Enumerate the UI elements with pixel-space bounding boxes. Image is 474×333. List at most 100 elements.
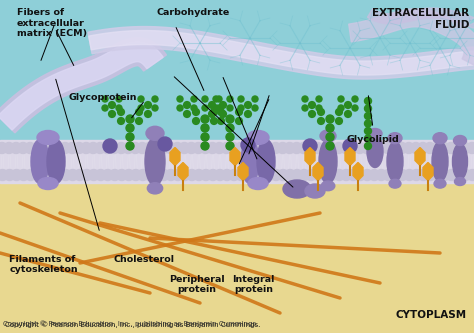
Circle shape [201,142,209,150]
Circle shape [241,138,255,152]
Circle shape [18,169,29,180]
Circle shape [309,102,315,109]
Circle shape [316,105,322,111]
Circle shape [316,96,322,102]
Circle shape [338,96,344,102]
Circle shape [200,143,211,154]
Circle shape [210,109,218,116]
Circle shape [345,102,351,109]
Circle shape [227,96,233,102]
Circle shape [326,143,337,154]
Circle shape [216,105,222,111]
Text: Peripheral
protein: Peripheral protein [169,275,225,294]
Circle shape [326,124,334,132]
Circle shape [123,169,134,180]
Circle shape [53,169,64,180]
Circle shape [376,169,387,180]
Circle shape [365,135,372,142]
Circle shape [102,96,108,102]
Circle shape [173,169,183,180]
Circle shape [116,105,122,111]
Circle shape [73,143,85,154]
Ellipse shape [47,140,65,183]
Circle shape [249,143,260,154]
Bar [0,173,474,333]
Circle shape [340,143,351,154]
Circle shape [375,143,386,154]
Circle shape [213,105,219,111]
Circle shape [354,143,365,154]
Circle shape [216,96,222,102]
Circle shape [397,169,408,180]
Circle shape [137,169,148,180]
Circle shape [439,169,450,180]
Circle shape [236,169,246,180]
Circle shape [284,143,295,154]
Circle shape [193,143,204,154]
Circle shape [270,143,281,154]
Circle shape [95,169,106,180]
Circle shape [228,169,239,180]
Circle shape [145,111,151,118]
Circle shape [183,111,191,118]
Circle shape [219,102,227,109]
Circle shape [348,169,359,180]
Circle shape [126,124,134,132]
Circle shape [345,111,351,118]
Circle shape [319,143,330,154]
Ellipse shape [319,140,337,183]
Circle shape [126,115,134,123]
Circle shape [102,169,113,180]
Circle shape [102,143,113,154]
Circle shape [305,143,316,154]
Text: Cholesterol: Cholesterol [114,255,175,264]
Circle shape [303,139,317,153]
Circle shape [365,143,372,150]
Circle shape [123,143,134,154]
Ellipse shape [145,138,165,185]
Circle shape [252,105,258,111]
Circle shape [144,169,155,180]
Circle shape [219,111,227,118]
Ellipse shape [321,181,335,191]
Circle shape [355,169,366,180]
Circle shape [347,143,358,154]
Circle shape [186,169,197,180]
Circle shape [227,105,233,111]
Circle shape [235,143,246,154]
Circle shape [67,169,78,180]
Circle shape [192,109,200,116]
Polygon shape [238,163,248,180]
Circle shape [116,169,127,180]
Circle shape [425,169,436,180]
Circle shape [218,109,224,116]
Circle shape [67,143,78,154]
Polygon shape [423,163,433,180]
Circle shape [130,143,141,154]
Circle shape [252,96,258,102]
Polygon shape [0,42,163,130]
Circle shape [118,118,124,125]
Circle shape [327,169,337,180]
Ellipse shape [387,142,403,181]
Circle shape [431,143,442,154]
Ellipse shape [31,140,49,183]
Ellipse shape [453,144,467,179]
Circle shape [309,111,315,118]
Polygon shape [349,9,474,67]
Ellipse shape [146,126,164,140]
Ellipse shape [38,177,58,189]
Circle shape [334,169,345,180]
Circle shape [228,143,239,154]
Circle shape [249,169,261,180]
Circle shape [302,96,308,102]
Circle shape [109,102,115,109]
Circle shape [136,118,142,125]
Circle shape [145,102,151,109]
Circle shape [446,169,457,180]
Polygon shape [305,148,315,166]
Circle shape [151,169,162,180]
Circle shape [221,169,232,180]
Ellipse shape [320,130,336,142]
Circle shape [38,143,50,154]
